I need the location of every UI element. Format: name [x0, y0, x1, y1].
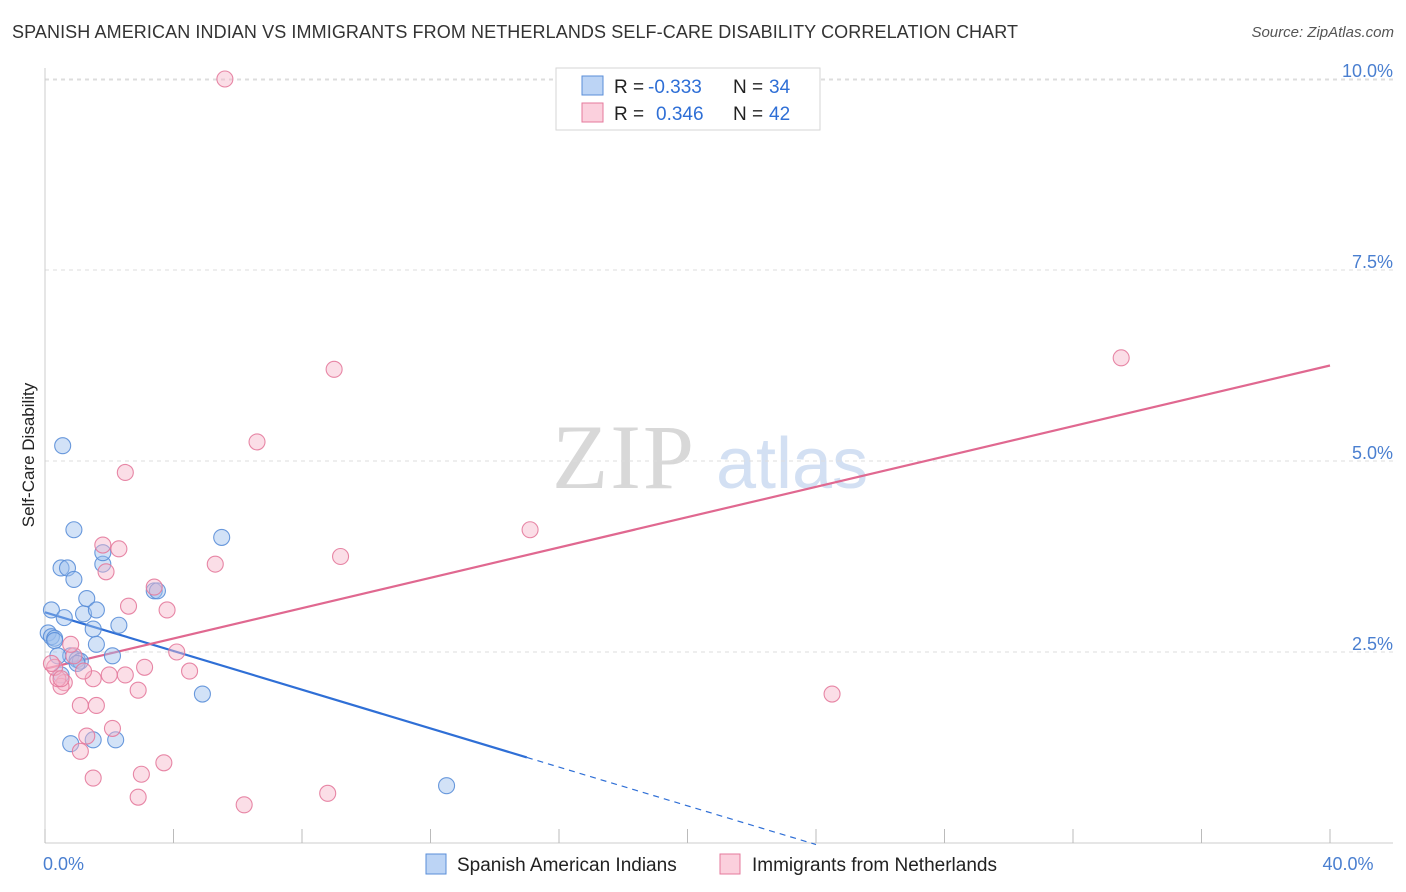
point-series1-38: [155, 754, 173, 772]
legend-swatch-spanish-american-indians: [425, 853, 447, 875]
point-series0-17: [87, 601, 105, 619]
point-series1-11: [97, 563, 115, 581]
point-series1-19: [116, 666, 134, 684]
point-series1-7: [823, 685, 841, 703]
point-series0-10: [65, 521, 83, 539]
point-series0-26: [54, 437, 72, 455]
stats-legend-swatch-blue: [581, 75, 604, 96]
x-tick-label-1: 40.0%: [1322, 854, 1373, 874]
stats-legend-swatch-pink: [581, 102, 604, 123]
point-series1-34: [78, 727, 96, 745]
stats-r-label-2: R =: [614, 104, 644, 125]
point-series1-0: [216, 70, 234, 88]
stats-n-value-2: 42: [769, 104, 790, 125]
stats-n-label-2: N =: [733, 104, 763, 125]
point-series1-40: [235, 796, 253, 814]
point-series1-20: [100, 666, 118, 684]
point-series1-5: [521, 521, 539, 539]
point-series1-8: [206, 555, 224, 573]
point-series1-36: [84, 769, 102, 787]
point-series1-30: [52, 670, 70, 688]
stats-n-label-1: N =: [733, 77, 763, 98]
point-series1-22: [75, 662, 93, 680]
point-series0-3: [42, 601, 60, 619]
tick-labels: 2.5% 5.0% 7.5% 10.0% 0.0% 40.0%: [43, 61, 1393, 874]
stats-r-label-1: R =: [614, 77, 644, 98]
stats-r-value-1: -0.333: [648, 77, 702, 98]
trend-lines: [44, 364, 1331, 846]
point-series1-35: [71, 742, 89, 760]
point-series0-16: [87, 635, 105, 653]
point-series0-24: [193, 685, 211, 703]
point-series1-12: [119, 597, 138, 615]
legend-label-spanish-american-indians: Spanish American Indians: [457, 855, 677, 876]
axes: [44, 68, 1393, 844]
stats-n-value-1: 34: [769, 77, 791, 98]
point-series1-41: [319, 784, 337, 802]
point-series0-15: [84, 620, 102, 638]
stats-r-value-2: 0.346: [656, 104, 704, 125]
y-tick-label-2: 7.5%: [1352, 252, 1393, 272]
y-tick-label-1: 5.0%: [1352, 443, 1393, 463]
point-series0-30: [438, 777, 456, 795]
trend-line-extension-0: [526, 756, 817, 846]
point-series0-21: [110, 616, 128, 634]
point-series1-3: [116, 463, 134, 482]
y-axis-label: Self-Care Disability: [19, 382, 38, 527]
point-series0-5: [52, 559, 70, 577]
point-series0-6: [55, 609, 73, 627]
series-legend: Spanish American Indians Immigrants from…: [425, 853, 997, 876]
point-series1-31: [71, 696, 89, 715]
point-series1-1: [325, 360, 343, 378]
point-series1-32: [87, 696, 105, 715]
point-series0-14: [78, 589, 96, 608]
point-series0-9: [65, 570, 83, 588]
point-series1-18: [129, 681, 147, 699]
x-tick-label-0: 0.0%: [43, 854, 84, 874]
y-tick-label-3: 10.0%: [1342, 61, 1393, 81]
stats-legend: R = -0.333 N = 34 R = 0.346 N = 42: [555, 67, 821, 131]
point-series1-15: [168, 643, 186, 661]
watermark-atlas: atlas: [716, 424, 868, 504]
data-points: [39, 70, 1130, 814]
point-series1-2: [248, 433, 266, 451]
point-series1-29: [42, 654, 60, 673]
point-series0-4: [46, 631, 64, 650]
legend-label-immigrants-from-netherlands: Immigrants from Netherlands: [752, 855, 997, 876]
trend-line-1: [44, 364, 1331, 670]
point-series0-25: [213, 528, 231, 546]
legend-swatch-immigrants-from-netherlands: [719, 853, 741, 875]
gridlines: [45, 78, 1393, 653]
point-series1-33: [103, 719, 122, 737]
chart-title: SPANISH AMERICAN INDIAN VS IMMIGRANTS FR…: [12, 22, 1019, 42]
point-series1-14: [158, 601, 176, 619]
point-series0-20: [103, 647, 122, 665]
point-series1-4: [331, 547, 350, 566]
point-series1-13: [145, 578, 163, 596]
point-series1-37: [132, 765, 150, 783]
trend-line-0: [44, 611, 528, 759]
point-series1-6: [1112, 349, 1130, 367]
point-series1-17: [136, 658, 154, 676]
point-series1-24: [62, 635, 80, 653]
point-series1-9: [110, 540, 128, 558]
point-series1-10: [94, 536, 112, 554]
point-series1-39: [129, 788, 147, 806]
y-tick-label-0: 2.5%: [1352, 634, 1393, 654]
point-series1-16: [181, 662, 199, 680]
source-credit: Source: ZipAtlas.com: [1251, 24, 1394, 41]
watermark-zip: ZIP: [552, 406, 696, 508]
